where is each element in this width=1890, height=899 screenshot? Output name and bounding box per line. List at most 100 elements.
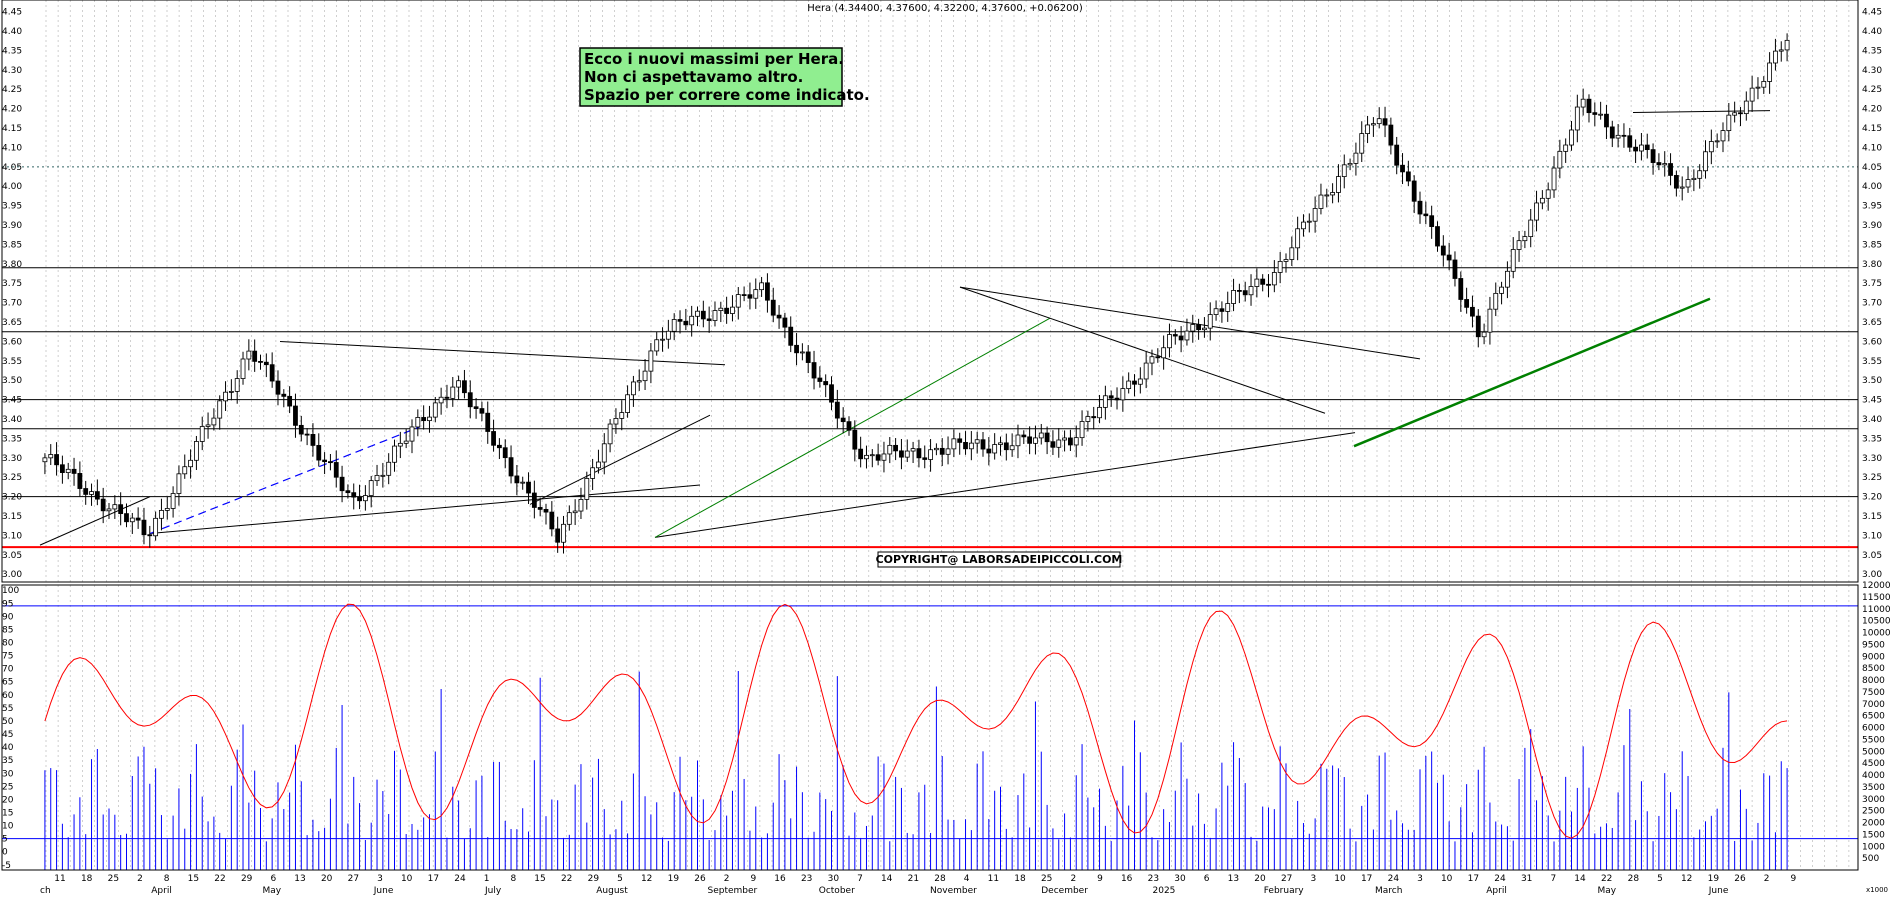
candle-body [858, 448, 864, 460]
candle-body [298, 424, 304, 435]
x-day-label: 10 [1441, 874, 1453, 884]
candle-body [124, 513, 129, 523]
candle-body [1650, 149, 1656, 163]
candle-body [689, 315, 695, 326]
x-day-label: 24 [454, 874, 466, 884]
candle-body [974, 439, 980, 444]
candle-body [636, 380, 642, 383]
price-tick-label: 3.85 [2, 240, 22, 250]
candle-body [1132, 380, 1137, 385]
candle-body [776, 314, 782, 319]
candle-body [94, 491, 100, 500]
stochastic-tick-label: 35 [2, 756, 13, 766]
candle-body [1178, 335, 1184, 341]
candle-body [1545, 189, 1551, 199]
grid [45, 0, 1850, 870]
candle-body [1167, 334, 1172, 349]
price-tick-label: 3.70 [1862, 299, 1882, 309]
candle-body [712, 310, 718, 321]
candle-body [1289, 247, 1295, 260]
x-day-label: 29 [588, 874, 600, 884]
price-tick-label: 4.30 [2, 66, 22, 76]
price-tick-label: 4.15 [1862, 124, 1882, 134]
candle-body [671, 319, 677, 332]
stochastic-tick-label: 5 [2, 835, 8, 845]
candle-body [992, 444, 998, 454]
price-tick-label: 3.60 [2, 337, 22, 347]
candle-body [135, 517, 141, 521]
candle-body [660, 338, 665, 341]
candle-body [287, 395, 293, 407]
candle-body [409, 426, 415, 442]
candle-body [951, 438, 957, 450]
x-month-label: June [1708, 886, 1729, 895]
x-day-label: 8 [510, 874, 516, 884]
x-month-label: February [1264, 886, 1305, 895]
x-day-label: 26 [694, 874, 706, 884]
candle-body [1458, 278, 1464, 300]
candle-body [1743, 100, 1749, 115]
candle-body [234, 378, 240, 392]
price-tick-label: 3.05 [2, 551, 22, 561]
candle-body [1732, 112, 1738, 116]
price-tick-label: 3.40 [2, 415, 22, 425]
price-tick-label: 3.35 [2, 434, 22, 444]
x-day-label: 18 [81, 874, 93, 884]
price-tick-label: 4.00 [1862, 182, 1882, 192]
price-tick-label: 3.30 [2, 454, 22, 464]
candle-body [1056, 439, 1062, 448]
candle-body [42, 457, 48, 463]
candle-body [601, 443, 607, 463]
candle-body [1137, 378, 1143, 385]
candle-body [1615, 134, 1621, 139]
candle-body [607, 423, 613, 445]
candle-body [1726, 114, 1732, 131]
candle-body [1429, 215, 1435, 227]
candle-body [1784, 39, 1790, 51]
candle-body [520, 481, 526, 484]
candle-body [1621, 134, 1627, 137]
candle-body [665, 330, 671, 340]
candle-body [106, 508, 112, 512]
x-day-label: 17 [1361, 874, 1372, 884]
candle-body [1627, 135, 1633, 148]
candle-body [1155, 356, 1161, 359]
price-tick-label: 3.30 [1862, 454, 1882, 464]
volume-tick-label: 11000 [1862, 605, 1890, 615]
candle-body [1114, 397, 1120, 401]
volume-tick-label: 9000 [1862, 652, 1885, 662]
candle-body [310, 434, 316, 446]
candle-body [1033, 437, 1038, 444]
stochastic-tick-label: 15 [2, 808, 13, 818]
price-tick-label: 3.25 [1862, 473, 1882, 483]
candle-body [1003, 442, 1009, 451]
candle-body [1714, 140, 1720, 143]
x-day-label: 14 [1574, 874, 1586, 884]
candle-body [444, 396, 450, 399]
candle-body [333, 462, 339, 478]
candle-body [642, 370, 648, 382]
x-day-label: 28 [934, 874, 946, 884]
stochastic-tick-label: 45 [2, 730, 13, 740]
candle-body [1108, 395, 1114, 399]
price-tick-label: 3.20 [1862, 493, 1882, 503]
x-month-label: May [263, 886, 282, 895]
candle-body [543, 508, 549, 513]
x-day-label: 15 [534, 874, 545, 884]
candle-body [71, 468, 77, 474]
candle-body [1580, 98, 1586, 108]
candle-body [811, 362, 817, 379]
candle-body [1551, 167, 1557, 191]
x-month-label: March [1375, 886, 1402, 895]
candle-body [345, 490, 351, 494]
candle-body [759, 282, 764, 291]
candle-body [368, 480, 374, 496]
candle-body [199, 426, 205, 442]
price-panel-frame [1, 0, 1859, 583]
candle-body [1604, 113, 1609, 128]
candle-body [1248, 286, 1254, 296]
x-day-label: 29 [241, 874, 253, 884]
candle-body [83, 488, 89, 495]
candle-body [788, 326, 794, 346]
x-day-label: 13 [1228, 874, 1239, 884]
